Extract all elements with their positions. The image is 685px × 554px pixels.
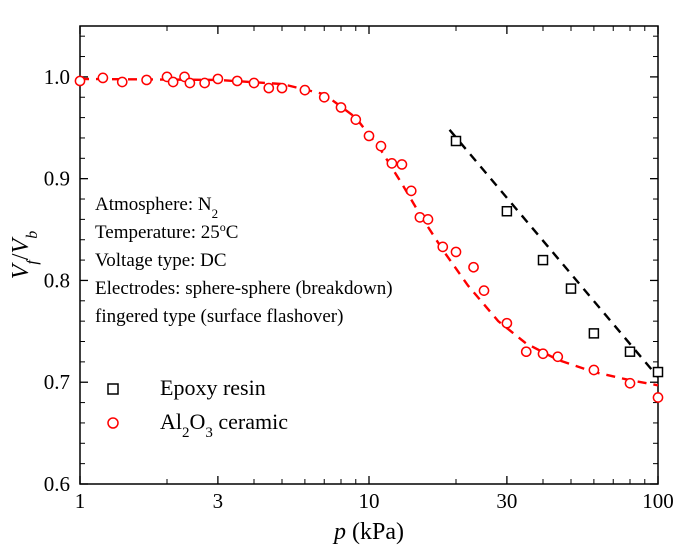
legend-marker (108, 384, 118, 394)
marker-epoxy-resin (654, 368, 663, 377)
marker-al2o3-ceramic (522, 347, 531, 356)
marker-al2o3-ceramic (264, 83, 273, 92)
y-tick-label: 0.6 (44, 472, 70, 496)
marker-al2o3-ceramic (75, 76, 84, 85)
marker-al2o3-ceramic (300, 86, 309, 95)
y-tick-label: 0.9 (44, 167, 70, 191)
y-tick-label: 1.0 (44, 65, 70, 89)
marker-al2o3-ceramic (469, 263, 478, 272)
marker-al2o3-ceramic (553, 352, 562, 361)
marker-al2o3-ceramic (653, 393, 662, 402)
marker-al2o3-ceramic (98, 73, 107, 82)
y-tick-label: 0.7 (44, 370, 70, 394)
marker-al2o3-ceramic (200, 78, 209, 87)
marker-al2o3-ceramic (351, 115, 360, 124)
x-tick-label: 30 (496, 489, 517, 513)
marker-al2o3-ceramic (589, 365, 598, 374)
legend-label: Epoxy resin (160, 375, 266, 400)
marker-al2o3-ceramic (387, 159, 396, 168)
marker-epoxy-resin (451, 137, 460, 146)
marker-al2o3-ceramic (502, 319, 511, 328)
marker-al2o3-ceramic (213, 74, 222, 83)
annotation-line: Voltage type: DC (95, 250, 227, 271)
annotation-line: Temperature: 25oC (95, 220, 238, 243)
marker-al2o3-ceramic (376, 141, 385, 150)
marker-al2o3-ceramic (423, 215, 432, 224)
marker-al2o3-ceramic (169, 77, 178, 86)
marker-epoxy-resin (538, 256, 547, 265)
marker-al2o3-ceramic (438, 242, 447, 251)
marker-al2o3-ceramic (625, 379, 634, 388)
marker-al2o3-ceramic (479, 286, 488, 295)
annotation-line: Electrodes: sphere-sphere (breakdown) (95, 278, 393, 299)
marker-al2o3-ceramic (118, 77, 127, 86)
annotation-line: fingered type (surface flashover) (95, 306, 343, 327)
x-tick-label: 1 (75, 489, 86, 513)
marker-al2o3-ceramic (364, 131, 373, 140)
x-tick-label: 100 (642, 489, 674, 513)
marker-al2o3-ceramic (142, 75, 151, 84)
marker-epoxy-resin (589, 329, 598, 338)
scatter-chart: 1310301000.60.70.80.91.0p (kPa)Vf/VbAtmo… (0, 0, 685, 554)
x-axis-label: p (kPa) (332, 519, 404, 545)
marker-al2o3-ceramic (397, 160, 406, 169)
y-tick-label: 0.8 (44, 268, 70, 292)
marker-al2o3-ceramic (407, 186, 416, 195)
legend-marker (108, 418, 118, 428)
marker-epoxy-resin (567, 284, 576, 293)
x-tick-label: 10 (359, 489, 380, 513)
svg-text:p (kPa): p (kPa) (332, 519, 404, 545)
marker-al2o3-ceramic (233, 76, 242, 85)
marker-al2o3-ceramic (249, 78, 258, 87)
marker-al2o3-ceramic (451, 247, 460, 256)
marker-al2o3-ceramic (336, 103, 345, 112)
marker-al2o3-ceramic (277, 83, 286, 92)
marker-al2o3-ceramic (320, 93, 329, 102)
x-tick-label: 3 (213, 489, 224, 513)
marker-al2o3-ceramic (185, 78, 194, 87)
marker-epoxy-resin (502, 207, 511, 216)
marker-al2o3-ceramic (538, 349, 547, 358)
marker-epoxy-resin (625, 347, 634, 356)
